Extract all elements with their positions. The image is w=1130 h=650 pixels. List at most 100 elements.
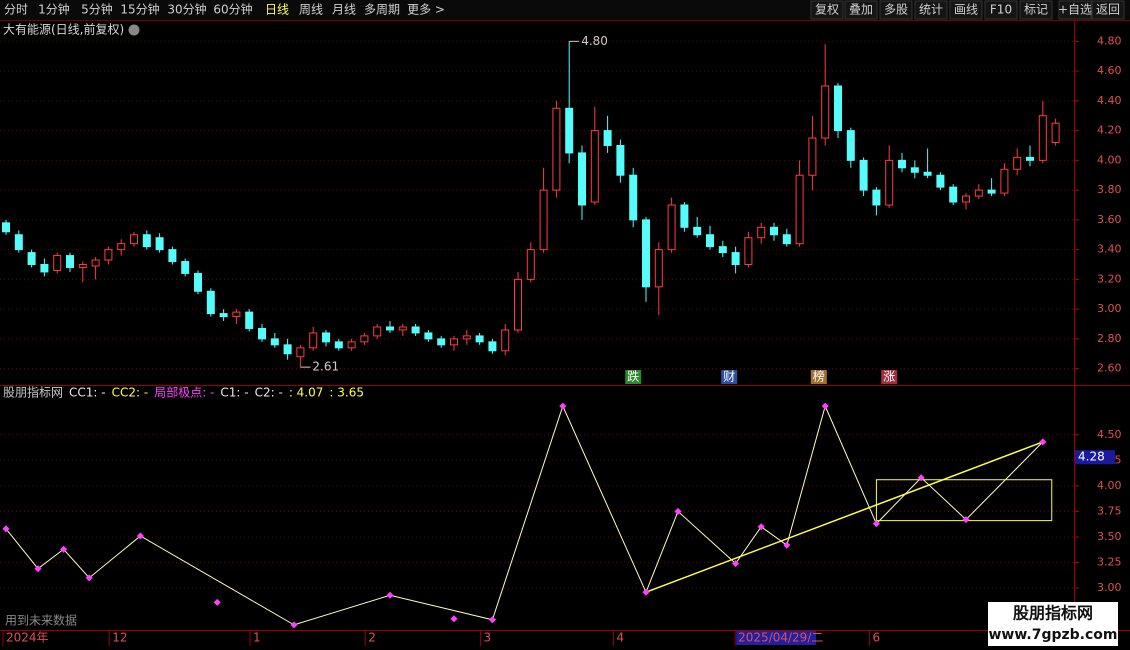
toolbar-tab[interactable]: 30分钟 [167, 2, 206, 17]
candle-body [411, 326, 420, 334]
toolbar-tab[interactable]: 月线 [332, 3, 356, 17]
toolbar-tab[interactable]: 更多 > [407, 3, 445, 17]
candle-body [475, 335, 484, 343]
toolbar-button[interactable] [844, 0, 878, 20]
y-tick-label: 3.80 [1097, 183, 1122, 196]
event-tag[interactable] [881, 370, 898, 384]
candle-body [398, 326, 407, 331]
toolbar-tab[interactable]: 多周期 [364, 3, 400, 17]
toolbar-button[interactable] [1019, 0, 1053, 20]
candle-body [987, 189, 996, 194]
toolbar-button-label[interactable]: 画线 [954, 3, 978, 17]
extreme-point [34, 565, 42, 573]
toolbar-button[interactable] [1058, 0, 1092, 20]
candle-body [603, 130, 612, 146]
candle-body [66, 255, 74, 268]
legend-item: : 4.07 [289, 386, 324, 400]
y-tick-label: 4.60 [1097, 64, 1122, 77]
candle-body [117, 243, 126, 251]
toolbar-button[interactable] [914, 0, 948, 20]
y-tick-label: 4.20 [1097, 124, 1122, 137]
candle-body [142, 234, 151, 248]
candle-body [181, 261, 190, 274]
y-tick-label: 3.00 [1097, 581, 1122, 594]
candle-body [437, 338, 446, 346]
candle-body [1000, 168, 1009, 194]
toolbar-tab[interactable]: 15分钟 [120, 2, 159, 17]
candle-body [565, 107, 574, 154]
extreme-point [962, 516, 970, 524]
candle-body [283, 344, 292, 355]
candle-body [40, 263, 49, 273]
toolbar-button-label[interactable]: F10 [990, 3, 1012, 17]
candle-body [78, 263, 87, 268]
dropdown-icon[interactable] [128, 24, 140, 36]
event-label[interactable]: 财 [723, 370, 735, 384]
candle-body [514, 278, 522, 331]
y-tick-label: 4.80 [1097, 34, 1122, 47]
y-tick-label: 4.50 [1097, 428, 1122, 441]
event-label[interactable]: 涨 [883, 369, 895, 384]
candle-body [898, 159, 906, 169]
date-label: 1 [253, 631, 261, 645]
toolbar-button-label[interactable]: +自选 [1058, 3, 1092, 17]
event-label[interactable]: 跌 [627, 369, 639, 384]
legend-item: : 3.65 [329, 386, 364, 400]
event-tag[interactable] [721, 370, 738, 384]
candle-body [846, 130, 855, 161]
toolbar-tab[interactable]: 日线 [265, 3, 289, 17]
toolbar-button-label[interactable]: 统计 [919, 3, 943, 17]
candle-body [1051, 122, 1060, 144]
candle-body [654, 249, 663, 288]
y-tick-label: 3.00 [1097, 302, 1122, 315]
candle-body [642, 219, 650, 288]
candle-body [194, 272, 202, 292]
candle-body [91, 259, 100, 267]
toolbar-tab[interactable]: 分时 [4, 3, 28, 17]
toolbar-button[interactable] [879, 0, 913, 20]
toolbar-button-label[interactable]: 叠加 [849, 3, 873, 17]
event-tag[interactable] [625, 370, 642, 384]
candle-body [552, 107, 561, 191]
candle-body [462, 335, 471, 340]
toolbar-tab[interactable]: 周线 [299, 3, 323, 17]
candle-body [232, 311, 241, 318]
y-tick-label: 3.75 [1097, 504, 1122, 517]
extreme-point [757, 523, 765, 531]
candle-body [962, 195, 970, 203]
date-label: 2025/04/29/二 [738, 631, 823, 645]
toolbar-button[interactable] [810, 0, 844, 20]
y-tick-label: 3.60 [1097, 213, 1122, 226]
toolbar-button-label[interactable]: 标记 [1024, 3, 1048, 17]
candle-body [923, 171, 932, 176]
toolbar-button[interactable] [949, 0, 983, 20]
candle-body [1026, 156, 1034, 161]
toolbar-tab[interactable]: 60分钟 [213, 2, 252, 17]
candle-body [629, 174, 638, 221]
extreme-point [732, 560, 740, 568]
extreme-point [642, 588, 650, 596]
extreme-point [488, 616, 496, 624]
candle-body [949, 186, 958, 203]
candle-body [168, 249, 177, 263]
event-tag[interactable] [810, 370, 827, 384]
event-label[interactable]: 榜 [813, 369, 825, 384]
y-tick-label: 3.25 [1097, 556, 1122, 569]
y-tick-label: 4.00 [1097, 479, 1122, 492]
toolbar-tab[interactable]: 1分钟 [38, 2, 70, 17]
chart-title: 大有能源(日线,前复权) [3, 22, 124, 37]
annotation: 4.80 [581, 34, 608, 48]
candle-body [322, 332, 330, 343]
toolbar-tab[interactable]: 5分钟 [81, 2, 113, 17]
candle-body [616, 144, 625, 176]
candle-body [488, 341, 497, 352]
toolbar-button-label[interactable]: 复权 [815, 3, 839, 17]
toolbar-button-label[interactable]: 多股 [884, 3, 908, 17]
candle-body [808, 137, 817, 176]
extreme-point [2, 525, 10, 533]
toolbar-button[interactable] [984, 0, 1018, 20]
toolbar-button-label[interactable]: 返回 [1096, 3, 1120, 17]
candle-body [526, 249, 535, 280]
extreme-point [674, 507, 682, 515]
toolbar-button[interactable] [1091, 0, 1125, 20]
